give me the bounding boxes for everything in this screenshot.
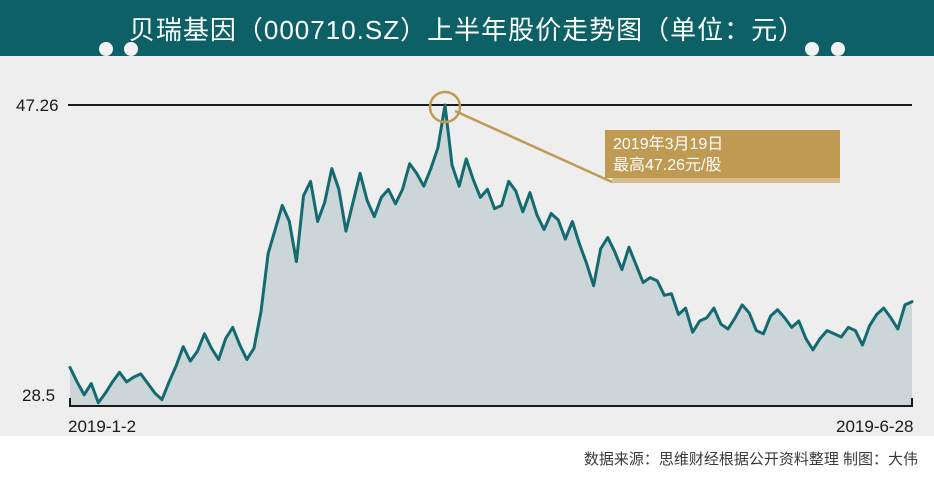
pin-head [831,42,845,56]
price-line [68,103,914,405]
y-axis-label-min: 28.5 [22,386,56,405]
title-banner: 贝瑞基因（000710.SZ）上半年股价走势图（单位：元） [0,0,934,56]
x-axis-baseline [69,398,913,407]
footer-source-text: 数据来源：思维财经根据公开资料整理 制图：大伟 [583,451,918,468]
peak-marker-circle [428,90,462,124]
pin-head [805,42,819,56]
y-axis-label-max: 47.26 [16,96,59,115]
pin-head [99,42,113,56]
stock-price-chart [0,56,934,436]
callout-date-line: 2019年3月19日 [613,136,724,153]
chart-area-fill [70,105,912,406]
peak-annotation-callout: 2019年3月19日 最高47.26元/股 [605,130,840,178]
x-axis-label-start: 2019-1-2 [68,417,137,436]
chart-area [0,56,934,436]
footer: 数据来源：思维财经根据公开资料整理 制图：大伟 [0,448,934,469]
callout-shadow [612,178,840,183]
callout-value-line: 最高47.26元/股 [613,157,722,174]
annotation-leader-line [454,109,613,184]
page-title: 贝瑞基因（000710.SZ）上半年股价走势图（单位：元） [128,14,806,45]
pin-head [124,42,138,56]
x-axis-label-end: 2019-6-28 [836,417,914,436]
